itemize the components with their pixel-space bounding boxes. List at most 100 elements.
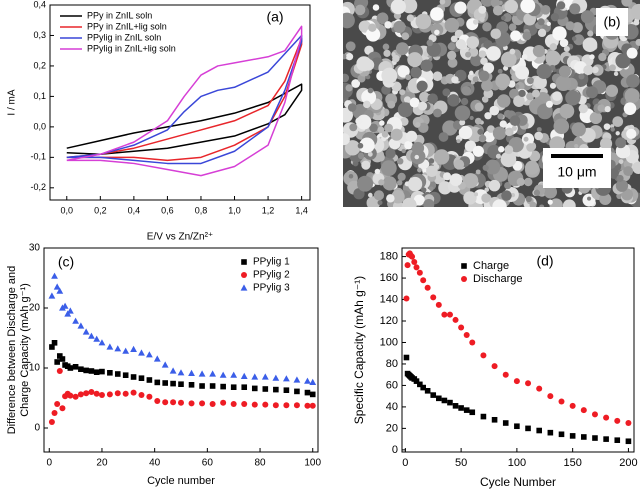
sem-grain [533,189,541,196]
marker [209,383,216,389]
sem-grain [563,45,570,53]
sem-grain [612,116,624,127]
sem-grain [427,93,438,104]
marker [72,393,79,400]
marker [309,391,316,398]
marker [430,294,437,301]
marker [51,410,58,416]
sem-grain [474,192,479,197]
sem-grain [426,165,438,177]
sem-grain [413,194,425,206]
sem-grain [414,154,420,160]
marker [145,351,153,358]
sem-grain [381,130,389,138]
marker [146,393,153,400]
marker [547,429,554,436]
sem-grain [626,47,638,59]
y-axis-label: Specific Capacity (mAh g⁻¹) [352,276,366,424]
marker [536,427,542,434]
marker [261,373,269,380]
sem-grain [397,102,413,118]
y-tick-label: 30 [29,243,41,254]
sem-grain [501,190,512,201]
marker [138,349,145,356]
sem-grain [469,115,474,121]
sem-grain [635,38,640,46]
marker [430,392,437,398]
marker [404,262,411,269]
marker [153,355,161,362]
marker [446,311,453,318]
legend-swatch [241,259,247,265]
sem-grain [430,7,444,21]
sem-grain [543,185,558,199]
sem-grain [546,21,551,27]
sem-grain [497,94,511,108]
marker [304,402,311,409]
sem-grain [347,103,357,112]
sem-grain [390,128,403,141]
sem-grain [482,22,492,32]
sem-grain [416,80,428,92]
sem-grain [599,137,613,150]
sem-grain [376,12,389,25]
legend-label: Discharge [473,273,523,285]
marker [146,377,153,383]
sem-grain [518,89,526,98]
sem-grain [482,164,489,171]
sem-grain [509,115,521,127]
sem-grain [397,172,406,181]
sem-grain [623,102,637,115]
marker [525,425,531,432]
sem-grain [410,66,422,79]
sem-grain [516,177,525,187]
sem-grain [386,194,395,203]
sem-grain [343,12,355,29]
sem-grain [531,89,540,98]
sem-grain [469,70,474,76]
marker [513,378,520,385]
sem-grain [495,153,502,159]
sem-grain [385,148,396,159]
x-tick-label: 20 [96,458,108,469]
sem-grain [565,21,575,31]
y-tick-label: 140 [380,293,398,305]
sem-grain [377,200,383,206]
marker [114,345,122,352]
marker [452,403,459,409]
x-tick-label: 0,6 [161,205,174,215]
marker [525,380,532,387]
sem-grain [415,13,432,30]
marker [262,386,269,392]
plot-frame [49,4,311,201]
sem-grain [401,148,406,154]
sem-grain [552,26,567,41]
sem-grain [587,30,594,37]
sem-grain [604,106,611,113]
sem-grain [361,89,377,105]
y-tick-label: -0,1 [30,152,46,162]
marker [230,371,238,378]
x-tick-label: 150 [563,457,581,469]
marker [458,405,464,411]
marker [403,295,410,302]
marker [569,402,576,409]
marker [177,369,185,376]
sem-grain [478,5,487,14]
sem-grain [451,76,459,84]
marker [625,420,632,427]
marker [72,317,80,324]
marker [416,269,423,276]
sem-grain [534,131,544,141]
marker [54,401,61,407]
sem-grain [357,142,364,149]
sem-grain [539,204,545,207]
sem-grain [428,158,435,164]
marker [304,389,311,396]
sem-grain [387,100,396,109]
sem-grain [492,199,507,207]
sem-grain [355,117,363,125]
marker [452,316,459,323]
marker [272,402,279,409]
x-tick-label: 0,4 [128,205,141,215]
